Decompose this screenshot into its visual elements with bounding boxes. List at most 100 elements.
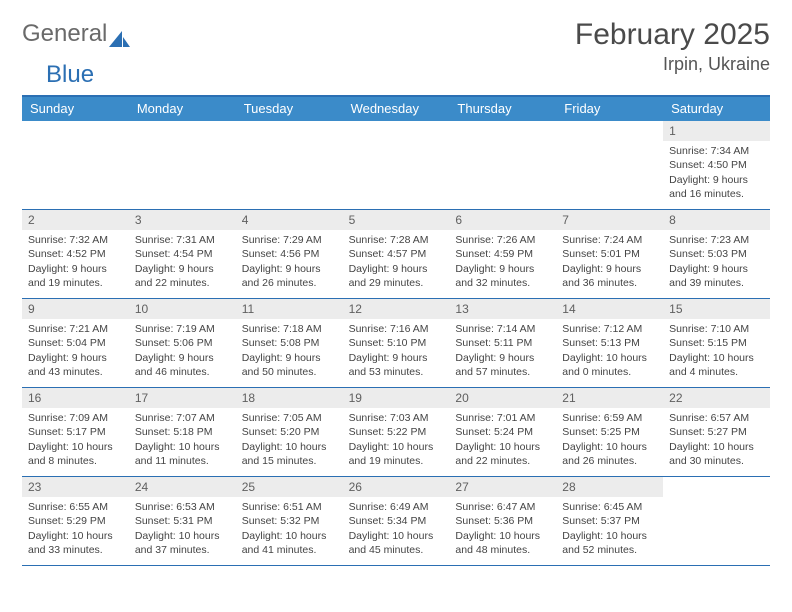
calendar-week: 16Sunrise: 7:09 AMSunset: 5:17 PMDayligh… (22, 388, 770, 477)
weekday-header: Tuesday (236, 97, 343, 121)
calendar-day: 13Sunrise: 7:14 AMSunset: 5:11 PMDayligh… (449, 299, 556, 387)
day-number: 28 (556, 477, 663, 497)
daylight-line: Daylight: 10 hours and 48 minutes. (455, 529, 550, 557)
day-number: 19 (343, 388, 450, 408)
daylight-line: Daylight: 10 hours and 19 minutes. (349, 440, 444, 468)
daylight-line: Daylight: 9 hours and 36 minutes. (562, 262, 657, 290)
day-number: 21 (556, 388, 663, 408)
sunrise-line: Sunrise: 6:49 AM (349, 500, 444, 514)
sunrise-line: Sunrise: 7:21 AM (28, 322, 123, 336)
calendar-day: 18Sunrise: 7:05 AMSunset: 5:20 PMDayligh… (236, 388, 343, 476)
sunrise-line: Sunrise: 7:23 AM (669, 233, 764, 247)
calendar-day: 9Sunrise: 7:21 AMSunset: 5:04 PMDaylight… (22, 299, 129, 387)
sunrise-line: Sunrise: 7:14 AM (455, 322, 550, 336)
weekday-header: Thursday (449, 97, 556, 121)
sunset-line: Sunset: 5:18 PM (135, 425, 230, 439)
calendar-day: 12 Sunrise: 7:16 AMSunset: 5:10 PMDayligh… (343, 299, 450, 387)
calendar-day: 14Sunrise: 7:12 AMSunset: 5:13 PMDayligh… (556, 299, 663, 387)
sunset-line: Sunset: 4:54 PM (135, 247, 230, 261)
daylight-line: Daylight: 10 hours and 33 minutes. (28, 529, 123, 557)
daylight-line: Daylight: 9 hours and 22 minutes. (135, 262, 230, 290)
day-number: 6 (449, 210, 556, 230)
sunrise-line: Sunrise: 6:53 AM (135, 500, 230, 514)
calendar-day: 10Sunrise: 7:19 AMSunset: 5:06 PMDayligh… (129, 299, 236, 387)
sunrise-line: Sunrise: 6:59 AM (562, 411, 657, 425)
day-number: 26 (343, 477, 450, 497)
calendar: SundayMondayTuesdayWednesdayThursdayFrid… (22, 95, 770, 566)
calendar-day: 20Sunrise: 7:01 AMSunset: 5:24 PMDayligh… (449, 388, 556, 476)
sunset-line: Sunset: 5:24 PM (455, 425, 550, 439)
calendar-day-empty (663, 477, 770, 565)
sunset-line: Sunset: 5:25 PM (562, 425, 657, 439)
daylight-line: Daylight: 10 hours and 41 minutes. (242, 529, 337, 557)
sunrise-line: Sunrise: 6:55 AM (28, 500, 123, 514)
daylight-line: Daylight: 10 hours and 0 minutes. (562, 351, 657, 379)
daylight-line: Daylight: 9 hours and 53 minutes. (349, 351, 444, 379)
calendar-day: 15Sunrise: 7:10 AMSunset: 5:15 PMDayligh… (663, 299, 770, 387)
weekday-header: Wednesday (343, 97, 450, 121)
day-number: 10 (129, 299, 236, 319)
daylight-line: Daylight: 10 hours and 52 minutes. (562, 529, 657, 557)
sunrise-line: Sunrise: 7:07 AM (135, 411, 230, 425)
calendar-day: 16 Sunrise: 7:09 AMSunset: 5:17 PMDayligh… (22, 388, 129, 476)
sunset-line: Sunset: 5:10 PM (349, 336, 444, 350)
day-number: 2 (22, 210, 129, 230)
weekday-header-row: SundayMondayTuesdayWednesdayThursdayFrid… (22, 97, 770, 121)
calendar-day: 11Sunrise: 7:18 AMSunset: 5:08 PMDayligh… (236, 299, 343, 387)
day-number: 9 (22, 299, 129, 319)
sunset-line: Sunset: 5:27 PM (669, 425, 764, 439)
weekday-header: Saturday (663, 97, 770, 121)
calendar-week: 23Sunrise: 6:55 AMSunset: 5:29 PMDayligh… (22, 477, 770, 566)
sunrise-line: Sunrise: 7:12 AM (562, 322, 657, 336)
day-number: 16 (22, 388, 129, 408)
sunset-line: Sunset: 5:13 PM (562, 336, 657, 350)
sunrise-line: Sunrise: 7:29 AM (242, 233, 337, 247)
daylight-line: Daylight: 9 hours and 29 minutes. (349, 262, 444, 290)
sunset-line: Sunset: 5:32 PM (242, 514, 337, 528)
sunrise-line: Sunrise: 7:09 AM (28, 411, 123, 425)
calendar-day: 4Sunrise: 7:29 AMSunset: 4:56 PMDaylight… (236, 210, 343, 298)
daylight-line: Daylight: 9 hours and 57 minutes. (455, 351, 550, 379)
sunrise-line: Sunrise: 7:16 AM (349, 322, 444, 336)
weekday-header: Friday (556, 97, 663, 121)
day-number: 17 (129, 388, 236, 408)
sunrise-line: Sunrise: 6:45 AM (562, 500, 657, 514)
daylight-line: Daylight: 9 hours and 46 minutes. (135, 351, 230, 379)
daylight-line: Daylight: 10 hours and 37 minutes. (135, 529, 230, 557)
calendar-day: 27Sunrise: 6:47 AMSunset: 5:36 PMDayligh… (449, 477, 556, 565)
sunrise-line: Sunrise: 7:18 AM (242, 322, 337, 336)
daylight-line: Daylight: 9 hours and 39 minutes. (669, 262, 764, 290)
sunset-line: Sunset: 5:34 PM (349, 514, 444, 528)
sunrise-line: Sunrise: 7:10 AM (669, 322, 764, 336)
title-block: February 2025 Irpin, Ukraine (575, 18, 770, 75)
daylight-line: Daylight: 10 hours and 45 minutes. (349, 529, 444, 557)
daylight-line: Daylight: 10 hours and 30 minutes. (669, 440, 764, 468)
daylight-line: Daylight: 9 hours and 16 minutes. (669, 173, 764, 201)
daylight-line: Daylight: 10 hours and 8 minutes. (28, 440, 123, 468)
calendar-day: 7Sunrise: 7:24 AMSunset: 5:01 PMDaylight… (556, 210, 663, 298)
sunset-line: Sunset: 4:57 PM (349, 247, 444, 261)
sunset-line: Sunset: 5:17 PM (28, 425, 123, 439)
day-number: 11 (236, 299, 343, 319)
daylight-line: Daylight: 9 hours and 32 minutes. (455, 262, 550, 290)
day-number: 3 (129, 210, 236, 230)
sunset-line: Sunset: 5:06 PM (135, 336, 230, 350)
sunset-line: Sunset: 4:52 PM (28, 247, 123, 261)
calendar-day: 26 Sunrise: 6:49 AMSunset: 5:34 PMDayligh… (343, 477, 450, 565)
day-number: 7 (556, 210, 663, 230)
daylight-line: Daylight: 10 hours and 15 minutes. (242, 440, 337, 468)
brand-part2: Blue (46, 61, 94, 89)
sunrise-line: Sunrise: 7:28 AM (349, 233, 444, 247)
sunset-line: Sunset: 4:50 PM (669, 158, 764, 172)
calendar-day-empty (236, 121, 343, 209)
daylight-line: Daylight: 9 hours and 19 minutes. (28, 262, 123, 290)
calendar-day: 22Sunrise: 6:57 AMSunset: 5:27 PMDayligh… (663, 388, 770, 476)
sunset-line: Sunset: 4:59 PM (455, 247, 550, 261)
location-label: Irpin, Ukraine (575, 54, 770, 75)
calendar-day: 21Sunrise: 6:59 AMSunset: 5:25 PMDayligh… (556, 388, 663, 476)
sunrise-line: Sunrise: 7:31 AM (135, 233, 230, 247)
brand-logo: General (22, 20, 131, 48)
day-number: 12 (343, 299, 450, 319)
calendar-day-empty (449, 121, 556, 209)
sunset-line: Sunset: 5:29 PM (28, 514, 123, 528)
